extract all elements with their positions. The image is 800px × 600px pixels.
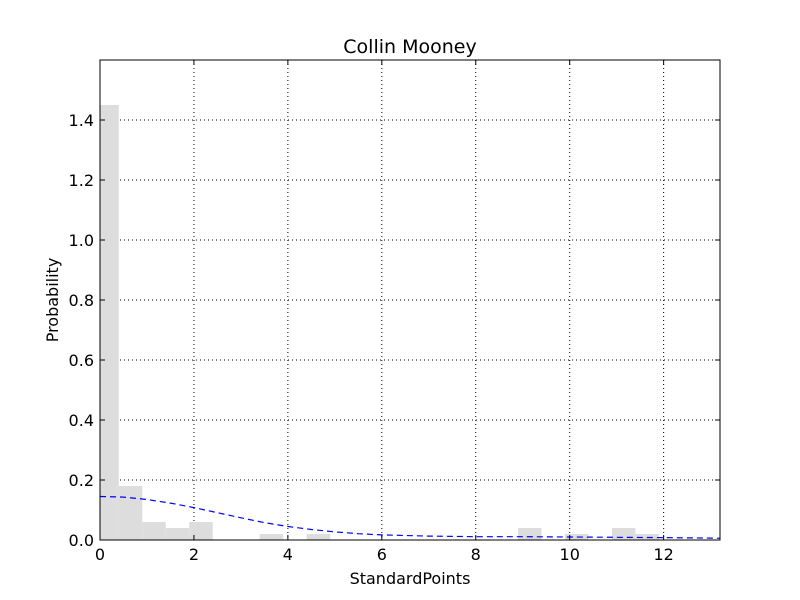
- chart-title: Collin Mooney: [343, 36, 476, 58]
- y-tick-label: 1.4: [69, 111, 94, 130]
- y-tick-label: 1.0: [69, 231, 94, 250]
- fitted-curve: [99, 495, 721, 539]
- x-tick-label: 12: [653, 545, 673, 564]
- y-tick-label: 0.0: [69, 531, 94, 550]
- axis-ticks: [99, 60, 720, 541]
- x-axis-title: StandardPoints: [350, 569, 471, 588]
- x-tick-label: 6: [377, 545, 387, 564]
- histogram-bar: [565, 534, 589, 540]
- x-tick-label: 4: [283, 545, 293, 564]
- histogram-bars: [100, 105, 659, 540]
- histogram-bar: [189, 522, 213, 540]
- x-tick-labels: 0 2 4 6 8 10 12: [95, 545, 674, 564]
- histogram-bar: [611, 528, 636, 540]
- histogram-bar: [306, 534, 331, 540]
- histogram-bar: [518, 528, 542, 540]
- y-axis-title: Probability: [43, 258, 62, 343]
- histogram-bar: [259, 534, 284, 540]
- y-tick-label: 0.4: [69, 411, 94, 430]
- histogram-bar: [118, 486, 143, 540]
- histogram-bar: [165, 528, 190, 540]
- y-tick-label: 1.2: [69, 171, 94, 190]
- x-tick-label: 10: [560, 545, 580, 564]
- x-tick-label: 2: [189, 545, 199, 564]
- x-tick-label: 8: [471, 545, 481, 564]
- y-tick-label: 0.2: [69, 471, 94, 490]
- y-tick-labels: 0.0 0.2 0.4 0.6 0.8 1.0 1.2 1.4: [69, 111, 94, 550]
- histogram-bar: [100, 105, 119, 540]
- y-tick-label: 0.8: [69, 291, 94, 310]
- fitted-curve-line: [99, 495, 721, 539]
- histogram-bar: [142, 522, 166, 540]
- x-tick-label: 0: [95, 545, 105, 564]
- y-tick-label: 0.6: [69, 351, 94, 370]
- grid-lines: [100, 60, 720, 540]
